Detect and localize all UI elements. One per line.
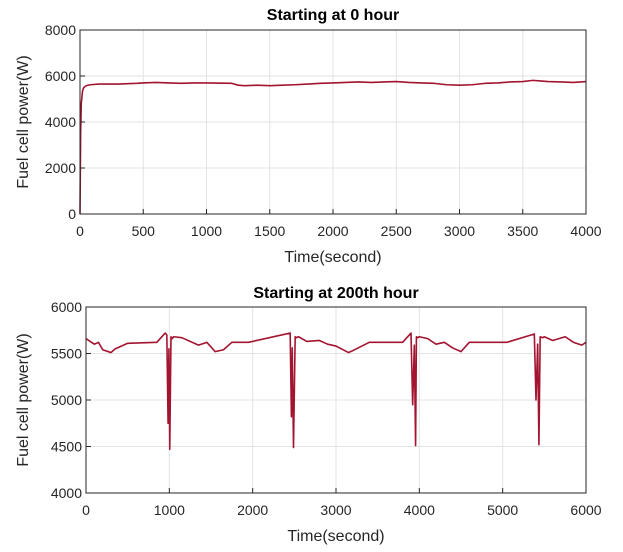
chart-title: Starting at 200th hour bbox=[253, 285, 418, 302]
x-axis-label: Time(second) bbox=[287, 528, 384, 545]
y-tick-label: 2000 bbox=[45, 160, 76, 176]
x-tick-label: 3000 bbox=[320, 502, 351, 518]
x-tick-label: 0 bbox=[76, 223, 84, 239]
y-tick-label: 4000 bbox=[45, 114, 76, 130]
x-tick-label: 5000 bbox=[487, 502, 518, 518]
x-tick-label: 1500 bbox=[254, 223, 285, 239]
x-tick-label: 6000 bbox=[570, 502, 601, 518]
x-tick-label: 2500 bbox=[381, 223, 412, 239]
x-tick-label: 500 bbox=[132, 223, 156, 239]
x-tick-label: 2000 bbox=[317, 223, 348, 239]
y-tick-label: 6000 bbox=[45, 68, 76, 84]
y-tick-label: 0 bbox=[68, 206, 76, 222]
y-tick-label: 6000 bbox=[51, 299, 82, 315]
chart-title: Starting at 0 hour bbox=[267, 7, 399, 24]
y-ticks: 4000 4500 5000 5500 6000 bbox=[51, 299, 91, 501]
y-axis-label: Fuel cell power(W) bbox=[15, 333, 32, 466]
y-tick-label: 4500 bbox=[51, 439, 82, 455]
x-tick-label: 4000 bbox=[404, 502, 435, 518]
chart-panel-top: 0 500 1000 1500 2000 2500 3000 3500 4000 0 2000 40… bbox=[15, 7, 602, 266]
chart-panel-bottom: 0 1000 2000 3000 4000 5000 6000 4000 4500 5000 55… bbox=[15, 285, 602, 545]
x-axis-label: Time(second) bbox=[284, 249, 381, 266]
x-tick-label: 2000 bbox=[237, 502, 268, 518]
y-tick-label: 5500 bbox=[51, 346, 82, 362]
x-tick-label: 0 bbox=[82, 502, 90, 518]
y-ticks: 0 2000 4000 6000 8000 bbox=[45, 22, 85, 222]
x-tick-label: 1000 bbox=[191, 223, 222, 239]
x-tick-label: 3500 bbox=[507, 223, 538, 239]
y-tick-label: 4000 bbox=[51, 485, 82, 501]
x-tick-label: 3000 bbox=[444, 223, 475, 239]
y-tick-label: 8000 bbox=[45, 22, 76, 38]
x-tick-label: 4000 bbox=[570, 223, 601, 239]
y-tick-label: 5000 bbox=[51, 392, 82, 408]
y-axis-label: Fuel cell power(W) bbox=[15, 55, 32, 188]
x-tick-label: 1000 bbox=[154, 502, 185, 518]
